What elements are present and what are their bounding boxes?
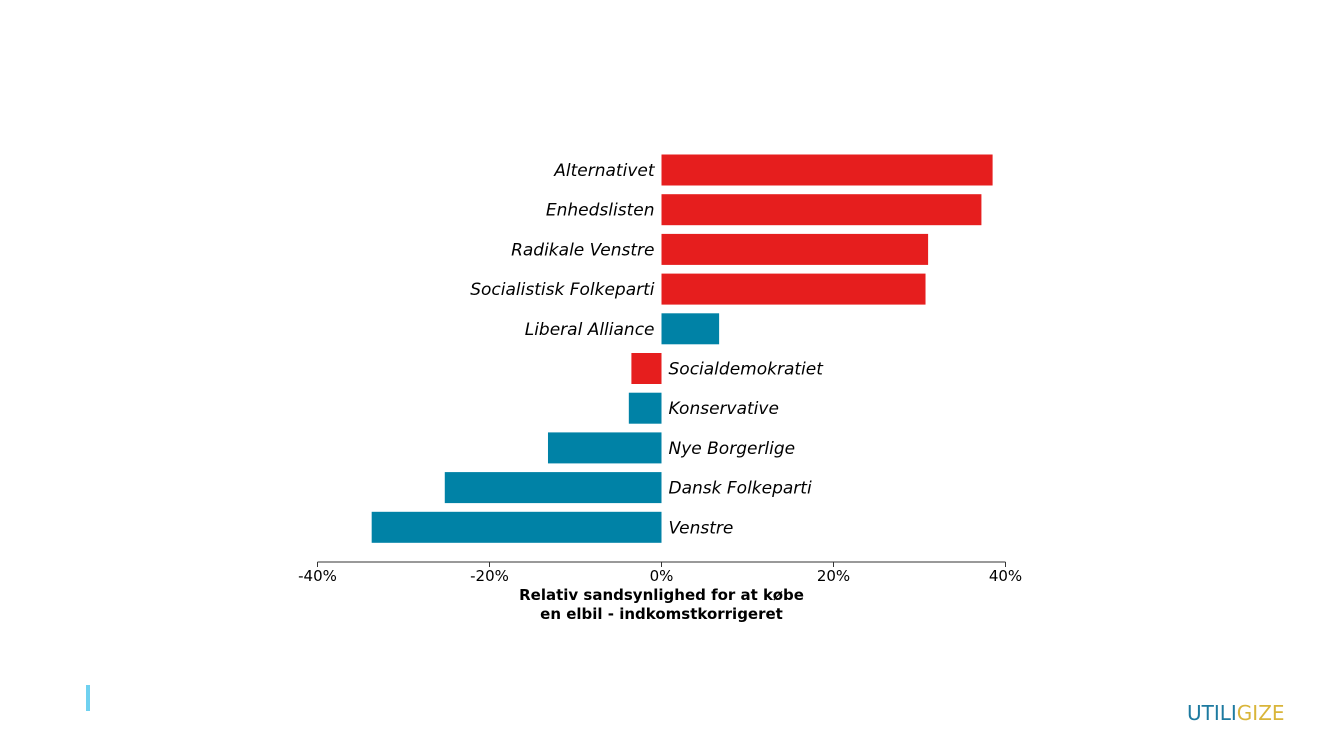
bar-enhedslisten (661, 194, 982, 226)
accent-bar (86, 685, 90, 711)
bar-alternativet (661, 154, 993, 186)
x-tick-label: 0% (650, 567, 674, 585)
logo-part-1: UTILI (1187, 701, 1237, 725)
category-labels-layer: Alternativet Enhedslisten Radikale Venstre… (470, 161, 824, 538)
category-label: Socialdemokratiet (669, 360, 825, 380)
utiligize-logo: UTILIGIZE (1187, 703, 1285, 723)
bar-socialdemokratiet (631, 353, 662, 384)
bars-layer (371, 154, 993, 543)
logo-part-2: GIZE (1236, 701, 1285, 725)
x-axis-title-line-2: en elbil - indkomstkorrigeret (540, 605, 783, 623)
category-label: Alternativet (553, 161, 656, 181)
category-label: Socialistisk Folkeparti (470, 280, 655, 300)
x-tick-label: -20% (470, 567, 509, 585)
bar-radikale-venstre (661, 233, 929, 265)
category-label: Enhedslisten (546, 201, 655, 221)
category-label: Konservative (669, 399, 779, 419)
bar-konservative (628, 392, 662, 424)
x-tick-label: 40% (989, 567, 1022, 585)
category-label: Venstre (669, 518, 734, 538)
bar-dansk-folkeparti (444, 472, 662, 504)
category-label: Radikale Venstre (511, 240, 654, 260)
x-tick-label: 20% (817, 567, 850, 585)
x-axis-title-line-1: Relativ sandsynlighed for at købe (519, 586, 804, 604)
bar-socialistisk-folkeparti (661, 273, 926, 305)
bar-venstre (371, 511, 662, 543)
bar-nye-borgerlige (547, 432, 662, 464)
category-label: Dansk Folkeparti (669, 479, 812, 499)
x-ticks-layer: -40% -20% 0% 20% 40% (298, 562, 1022, 585)
bar-liberal-alliance (661, 313, 720, 345)
category-label: Liberal Alliance (525, 320, 655, 340)
category-label: Nye Borgerlige (669, 439, 796, 459)
x-tick-label: -40% (298, 567, 337, 585)
